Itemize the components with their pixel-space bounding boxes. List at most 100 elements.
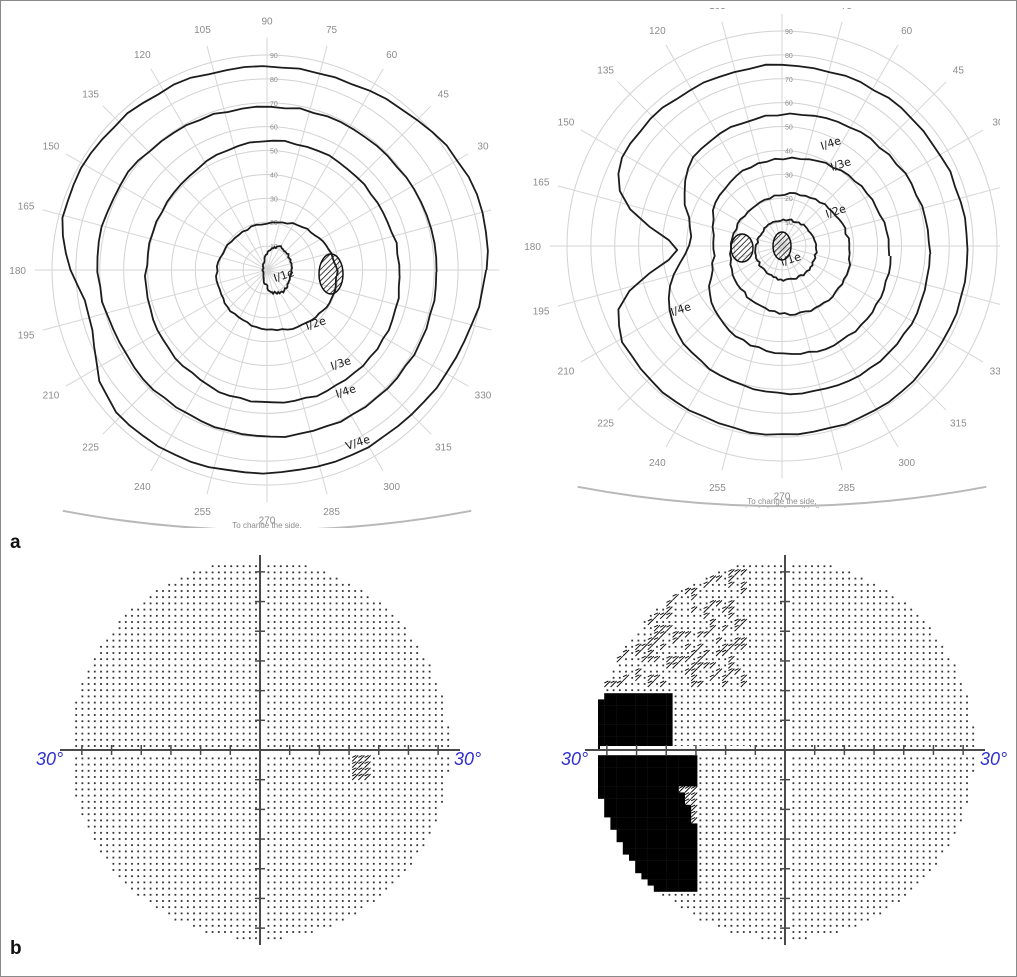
sensitivity-dot xyxy=(848,670,851,673)
sensitivity-dot xyxy=(230,850,233,853)
sensitivity-dot xyxy=(749,707,751,710)
sensitivity-dot xyxy=(112,695,115,698)
sensitivity-dot xyxy=(966,745,968,747)
sensitivity-dot xyxy=(866,714,869,716)
sensitivity-dot xyxy=(422,788,425,791)
sensitivity-dot xyxy=(360,738,363,741)
sensitivity-dot xyxy=(298,813,301,816)
sensitivity-dot xyxy=(360,807,363,809)
sensitivity-dot xyxy=(106,776,109,778)
sensitivity-dot xyxy=(761,590,764,592)
sensitivity-dot xyxy=(928,720,931,723)
sensitivity-dot xyxy=(885,695,888,698)
sensitivity-dot xyxy=(811,565,813,568)
sensitivity-dot xyxy=(910,664,913,667)
sensitivity-dot xyxy=(298,614,301,617)
sensitivity-dot xyxy=(273,658,276,661)
sensitivity-dot xyxy=(323,887,326,890)
sensitivity-dot xyxy=(385,782,388,785)
sensitivity-dot xyxy=(705,683,708,685)
sensitivity-dot xyxy=(174,664,177,667)
sensitivity-dot xyxy=(780,590,782,592)
sensitivity-dot xyxy=(879,596,882,599)
sensitivity-dot xyxy=(372,776,375,778)
sensitivity-dot xyxy=(410,676,412,679)
scotoma-cell xyxy=(641,705,648,712)
sensitivity-dot xyxy=(718,583,720,586)
sensitivity-dot xyxy=(118,850,121,853)
scotoma-cell xyxy=(622,718,630,725)
sensitivity-dot xyxy=(947,689,950,692)
sensitivity-dot xyxy=(155,670,158,673)
sensitivity-dot xyxy=(410,807,412,809)
sensitivity-dot xyxy=(304,670,307,673)
sensitivity-dot xyxy=(292,844,295,847)
sensitivity-dot xyxy=(780,769,782,772)
sensitivity-dot xyxy=(718,726,720,729)
sensitivity-dot xyxy=(848,695,851,698)
sensitivity-dot xyxy=(848,577,851,580)
sensitivity-dot xyxy=(162,738,164,741)
sensitivity-dot xyxy=(767,807,770,809)
scotoma-cell xyxy=(629,730,636,737)
relative-defect-cell xyxy=(684,655,692,663)
sensitivity-dot xyxy=(205,621,208,623)
sensitivity-dot xyxy=(143,862,146,865)
sensitivity-dot xyxy=(959,707,962,710)
sensitivity-dot xyxy=(817,807,820,809)
sensitivity-dot xyxy=(360,782,363,785)
sensitivity-dot xyxy=(366,794,369,797)
sensitivity-dot xyxy=(242,757,245,760)
sensitivity-dot xyxy=(236,652,239,654)
sensitivity-dot xyxy=(854,714,857,716)
sensitivity-dot xyxy=(941,776,944,778)
sensitivity-dot xyxy=(143,856,146,859)
sensitivity-dot xyxy=(897,645,900,648)
sensitivity-dot xyxy=(385,738,388,741)
sensitivity-dot xyxy=(767,571,770,574)
sensitivity-dot xyxy=(811,583,813,586)
sensitivity-dot xyxy=(118,776,121,778)
sensitivity-dot xyxy=(286,838,288,840)
sensitivity-dot xyxy=(842,794,844,797)
sensitivity-dot xyxy=(267,683,270,685)
sensitivity-dot xyxy=(180,608,183,611)
sensitivity-dot xyxy=(354,850,357,853)
sensitivity-dot xyxy=(928,701,931,704)
sensitivity-dot xyxy=(385,813,388,816)
sensitivity-dot xyxy=(680,714,683,716)
scotoma-cell xyxy=(660,811,667,818)
sensitivity-dot xyxy=(93,769,96,772)
scotoma-cell xyxy=(629,699,636,706)
sensitivity-dot xyxy=(966,788,968,791)
sensitivity-dot xyxy=(379,844,381,847)
sensitivity-dot xyxy=(292,776,295,778)
sensitivity-dot xyxy=(149,862,152,865)
sensitivity-dot xyxy=(168,825,171,828)
radial-label: 90 xyxy=(270,53,278,60)
sensitivity-dot xyxy=(835,683,838,685)
sensitivity-dot xyxy=(730,621,733,623)
sensitivity-dot xyxy=(742,565,745,568)
sensitivity-dot xyxy=(749,658,751,661)
sensitivity-dot xyxy=(922,732,925,735)
sensitivity-dot xyxy=(391,769,394,772)
sensitivity-dot xyxy=(93,788,96,791)
sensitivity-dot xyxy=(205,689,208,692)
sensitivity-dot xyxy=(897,633,900,636)
sensitivity-dot xyxy=(162,906,164,909)
sensitivity-dot xyxy=(242,695,245,698)
sensitivity-dot xyxy=(93,676,96,679)
sensitivity-dot xyxy=(310,776,313,778)
sensitivity-dot xyxy=(304,931,307,933)
sensitivity-dot xyxy=(928,776,931,778)
sensitivity-dot xyxy=(124,714,127,716)
sensitivity-dot xyxy=(180,745,183,747)
sensitivity-dot xyxy=(149,720,152,723)
scotoma-cell xyxy=(647,761,654,768)
sensitivity-dot xyxy=(736,608,739,611)
sensitivity-dot xyxy=(211,819,214,822)
sensitivity-dot xyxy=(360,850,363,853)
sensitivity-dot xyxy=(767,664,770,667)
sensitivity-dot xyxy=(724,670,727,673)
